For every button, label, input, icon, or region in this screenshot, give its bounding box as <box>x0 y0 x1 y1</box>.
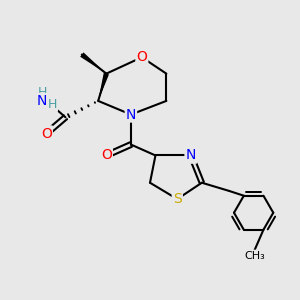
Text: H: H <box>38 86 47 99</box>
Text: N: N <box>37 94 47 108</box>
Text: O: O <box>41 127 52 141</box>
Text: S: S <box>173 192 182 206</box>
Text: O: O <box>101 148 112 163</box>
Text: O: O <box>136 50 147 64</box>
Text: O: O <box>41 127 52 141</box>
Text: CH₃: CH₃ <box>244 250 266 260</box>
Text: N: N <box>37 94 47 108</box>
Text: S: S <box>173 192 182 206</box>
Text: N: N <box>126 107 136 122</box>
Text: N: N <box>186 148 196 163</box>
Text: H: H <box>38 86 47 99</box>
Text: O: O <box>101 148 112 163</box>
Polygon shape <box>98 73 109 101</box>
Text: N: N <box>186 148 196 163</box>
Text: H: H <box>48 98 57 111</box>
Text: H: H <box>48 98 57 111</box>
Polygon shape <box>80 52 106 74</box>
